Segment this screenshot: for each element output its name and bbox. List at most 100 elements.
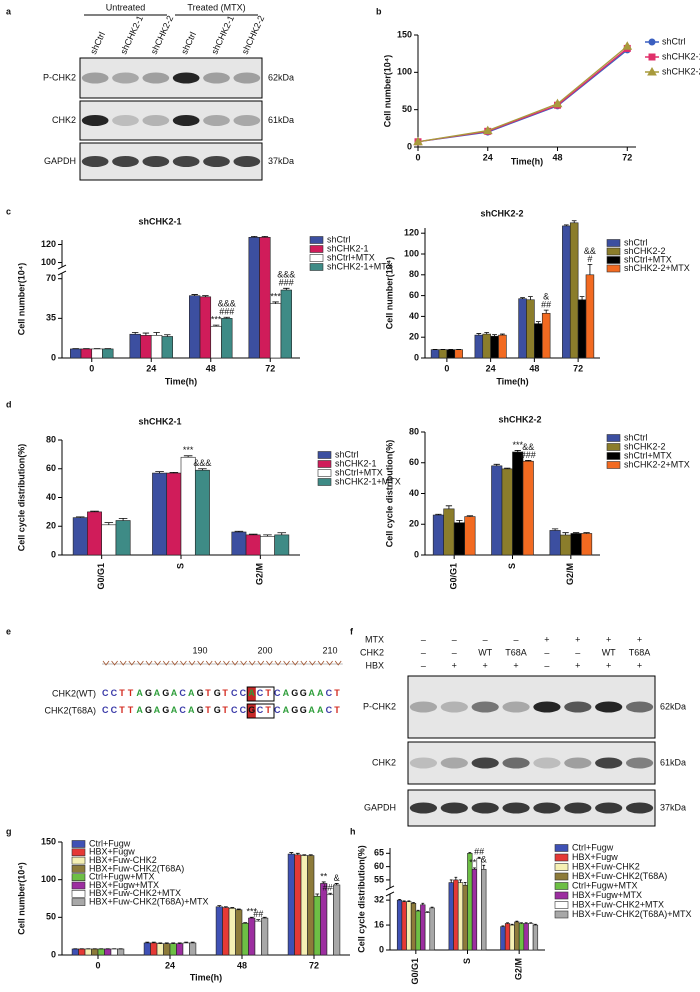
legend-label: shCtrl+MTX (624, 254, 672, 264)
band (203, 115, 230, 126)
band (595, 701, 623, 713)
legend-label: Ctrl+Fugw (89, 838, 131, 848)
bar (101, 524, 117, 556)
bar (457, 882, 464, 951)
bar (274, 534, 290, 556)
y-tick-label: 0 (414, 352, 419, 362)
ruler-tick (300, 660, 308, 666)
legend-label: HBX+Fuw-CHK2(T68A) (89, 863, 184, 873)
error-bar (302, 854, 307, 856)
ruler-tick (197, 660, 204, 666)
bar (514, 921, 520, 951)
error-bar (184, 941, 189, 943)
error-bar (272, 301, 279, 304)
bar (117, 948, 125, 956)
ruler-tick (231, 660, 239, 666)
y-tick-label: 120 (41, 239, 56, 249)
bar (474, 334, 484, 359)
bar (259, 236, 271, 359)
band (533, 701, 561, 713)
legend-swatch (554, 910, 569, 919)
legend-label: HBX+Fuw-CHK2+MTX (89, 888, 181, 898)
legend-swatch (71, 889, 86, 898)
condition-value: + (606, 634, 611, 644)
condition-value: – (452, 647, 457, 657)
x-tick-label: 72 (622, 152, 632, 162)
bar (577, 299, 587, 359)
ruler-tick (102, 660, 110, 666)
ruler-tick (257, 660, 265, 666)
significance-label: &&& (193, 458, 211, 468)
band (564, 701, 592, 713)
x-tick-label: 48 (529, 363, 539, 373)
marker (648, 53, 656, 61)
bar (438, 349, 448, 359)
significance-label: *** (512, 440, 523, 450)
legend-label: shCHK2-1 (662, 51, 700, 61)
x-tick-label: 24 (146, 363, 156, 373)
bar (500, 926, 506, 951)
bar (248, 236, 260, 359)
bar (80, 348, 93, 359)
bar (182, 942, 190, 956)
marker (482, 125, 493, 135)
condition-value: T68A (505, 647, 527, 657)
ruler-tick (205, 660, 213, 666)
legend-label: shCHK2-2 (624, 441, 666, 451)
ruler-tick (188, 660, 196, 666)
bar (532, 924, 539, 951)
error-bar (248, 533, 258, 535)
legend-swatch (309, 254, 324, 262)
legend-label: shCtrl+MTX (624, 450, 672, 460)
legend-swatch (554, 872, 569, 881)
band (409, 757, 438, 769)
legend-swatch (317, 469, 332, 477)
error-bar (177, 942, 182, 944)
marker (648, 38, 656, 46)
y-tick-label: 50 (402, 104, 412, 114)
sequence-name: CHK2(WT) (52, 688, 96, 698)
bar (97, 948, 105, 956)
bar (320, 883, 328, 956)
y-axis-label: Cell number(10⁴) (382, 55, 392, 127)
error-bar (234, 530, 244, 532)
y-tick-label: 80 (409, 426, 419, 436)
legend-label: HBX+Fugw+MTX (89, 880, 159, 890)
condition-value: WT (478, 647, 492, 657)
error-bar (142, 332, 150, 336)
bar (448, 882, 454, 951)
bar (189, 295, 201, 359)
bar (254, 920, 262, 956)
legend-label: HBX+Fugw (572, 852, 618, 862)
ruler-tick (171, 660, 179, 666)
legend-label: HBX+Fuw-CHK2 (89, 855, 157, 865)
band (409, 802, 438, 814)
legend-swatch (71, 881, 86, 890)
legend-label: shCHK2-1+MTX (327, 261, 393, 271)
bar (300, 855, 308, 956)
y-tick-label: 0 (414, 549, 419, 559)
error-bar (571, 220, 577, 223)
x-tick-label: 72 (265, 363, 275, 373)
error-bar (407, 900, 411, 902)
error-bar (543, 309, 549, 314)
ruler-tick (162, 660, 170, 666)
legend-swatch (317, 451, 332, 459)
legend-label: shCHK2-2 (662, 66, 700, 76)
significance-label: & (543, 292, 549, 302)
y-tick-label: 150 (397, 29, 412, 39)
lane-label: shCHK2-1 (118, 14, 145, 56)
x-tick-label: G2/M (565, 563, 575, 585)
error-bar (262, 916, 267, 919)
significance-label: *** (270, 291, 281, 301)
x-axis-label: Time(h) (165, 376, 197, 386)
bar (199, 296, 212, 359)
legend-swatch (606, 264, 621, 273)
panel-label: h (350, 826, 356, 836)
legend-swatch (309, 245, 324, 253)
error-bar (236, 908, 241, 910)
lane-label: shCHK2-2 (240, 14, 267, 56)
error-bar (263, 534, 272, 537)
error-bar (551, 528, 559, 531)
